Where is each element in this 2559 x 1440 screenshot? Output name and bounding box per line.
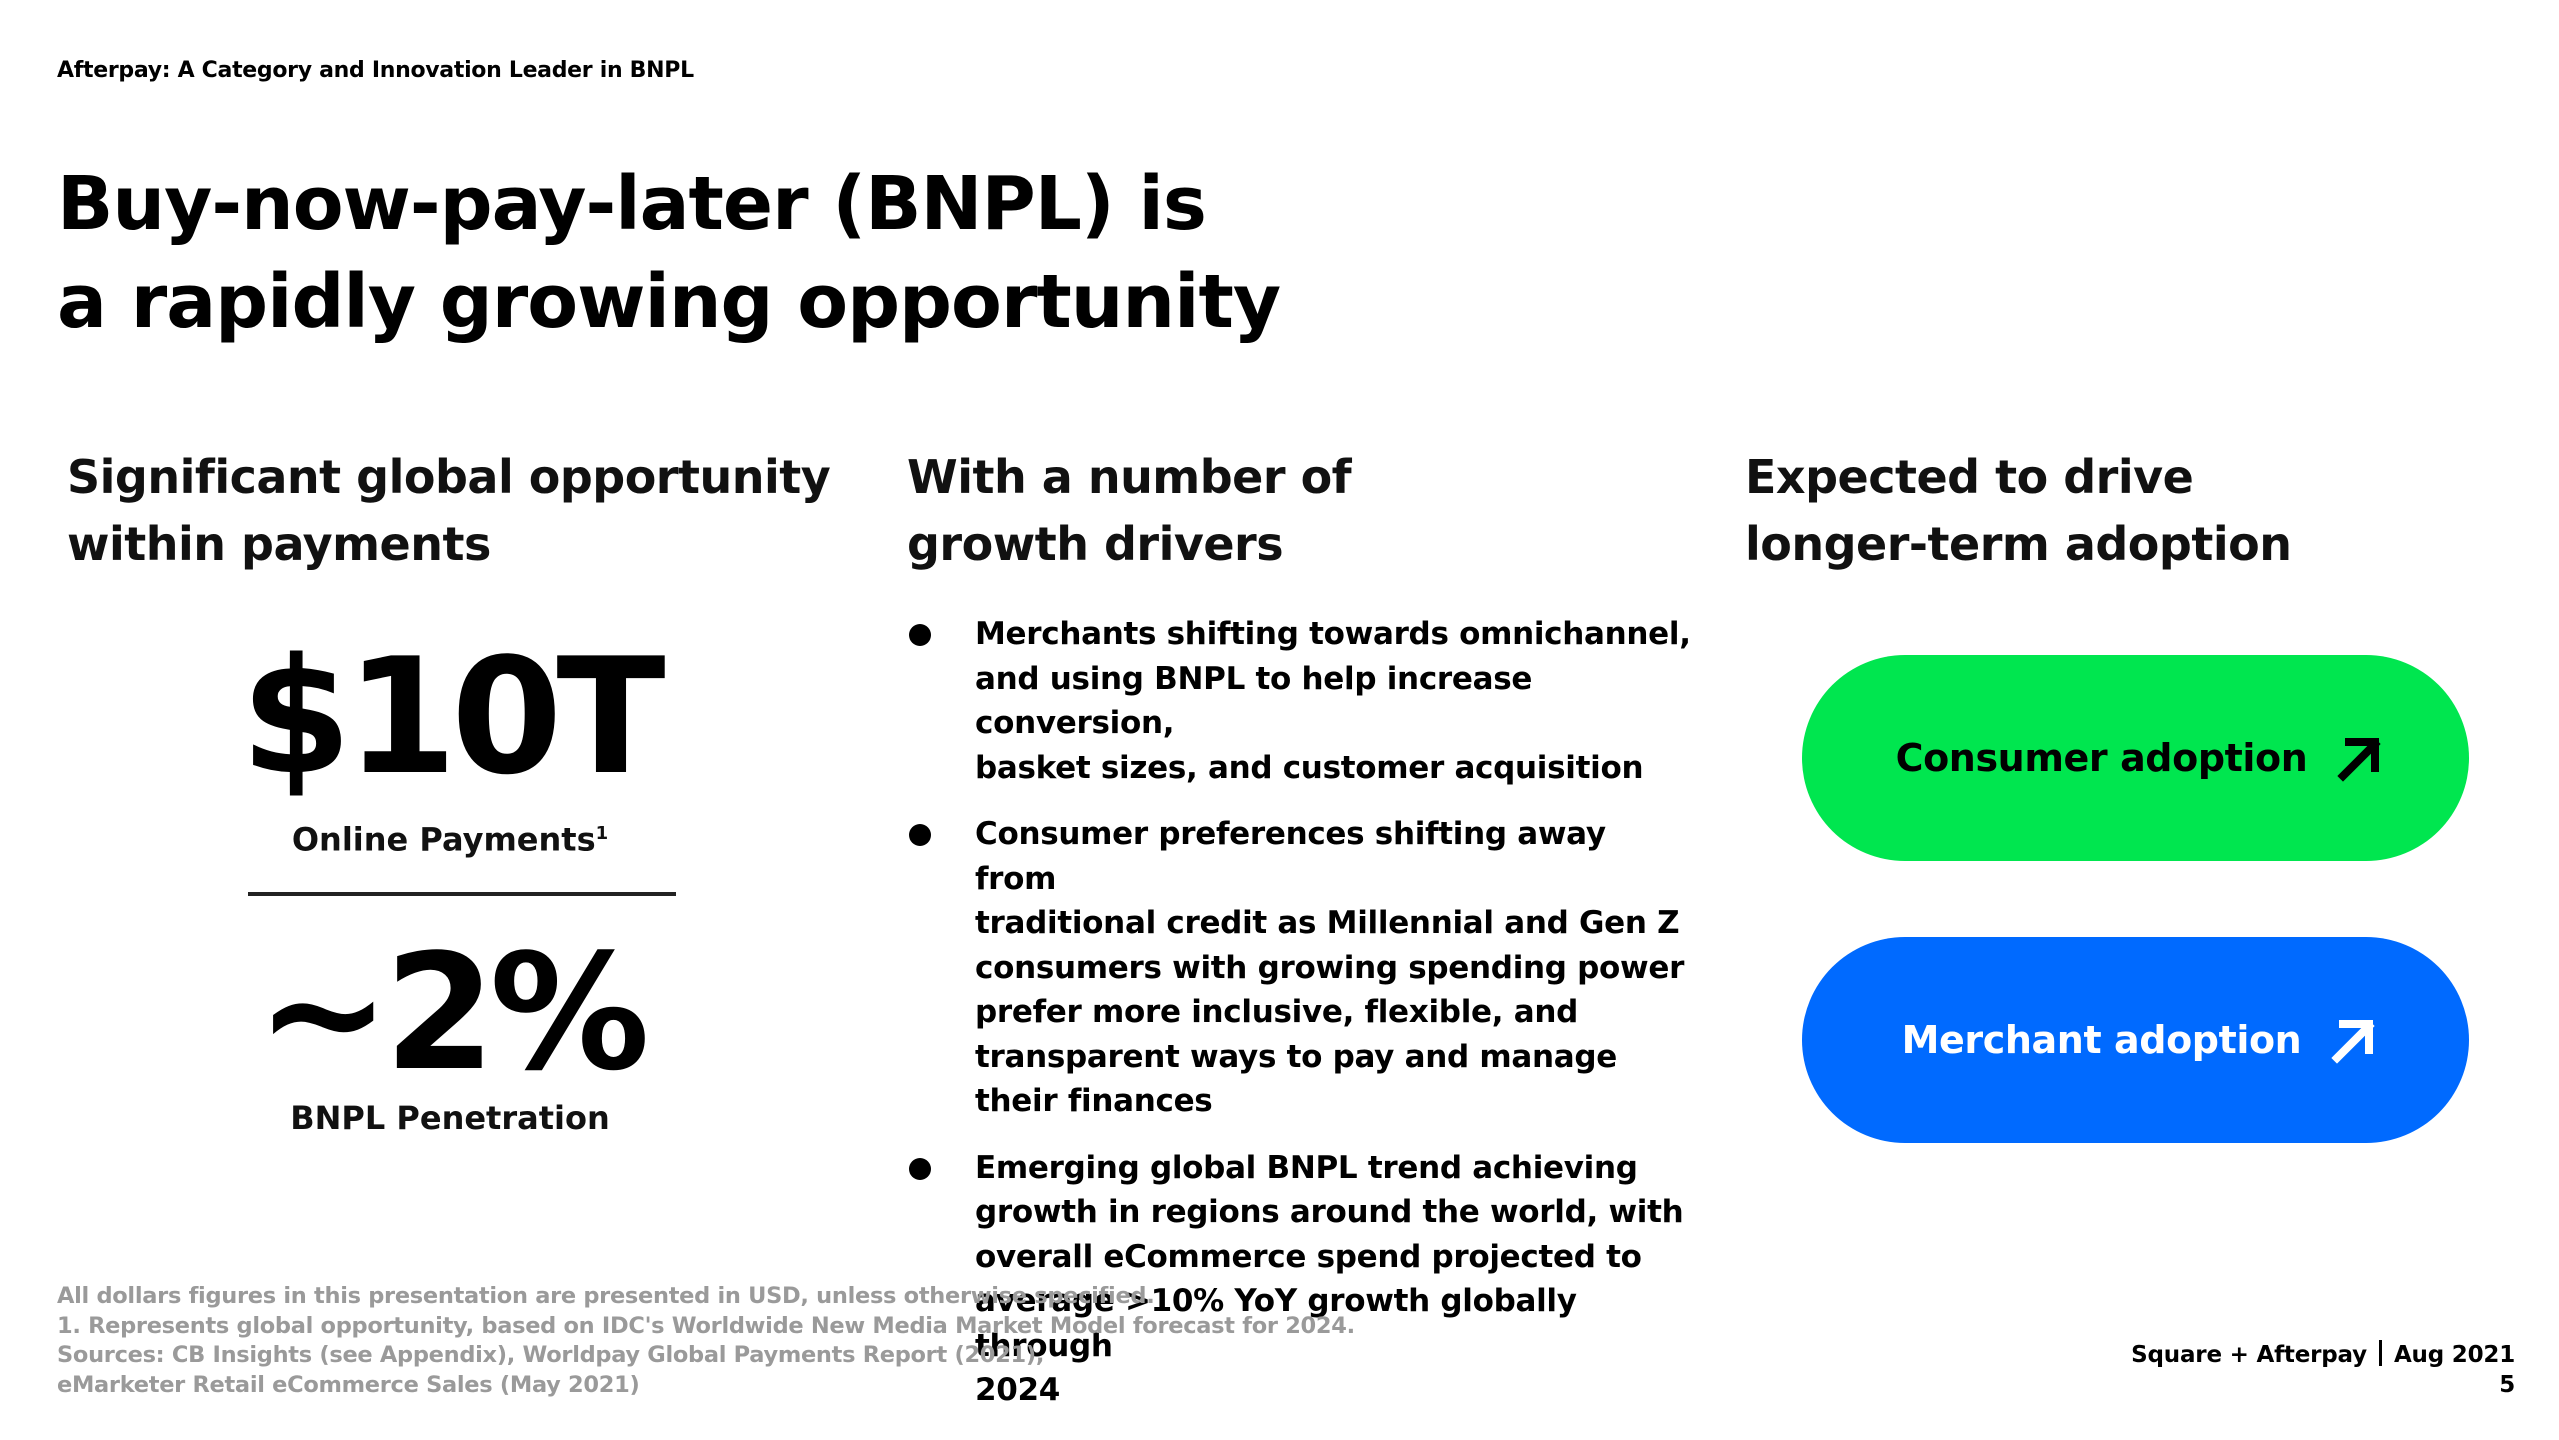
footnote-line: eMarketer Retail eCommerce Sales (May 20…	[57, 1371, 640, 1398]
bullet-line: average >10% YoY growth globally through	[975, 1283, 1577, 1364]
bullet-line: basket sizes, and customer acquisition	[975, 749, 1644, 786]
bullet-dot-icon	[909, 1157, 931, 1180]
stat-divider	[248, 892, 676, 896]
footer-brand-line: Square + Afterpay Aug 2021	[2131, 1340, 2515, 1370]
bullet-line: overall eCommerce spend projected to	[975, 1238, 1642, 1275]
arrow-up-right-icon	[2331, 1020, 2376, 1064]
left-heading-line-1: Significant global opportunity	[67, 450, 831, 504]
footnote-line: All dollars figures in this presentation…	[57, 1283, 1155, 1309]
stat-bnpl-penetration: ~2% BNPL Penetration	[170, 928, 730, 1138]
bullet-dot-icon	[909, 824, 931, 846]
bullet-line: Consumer preferences shifting away from	[975, 816, 1606, 897]
bullet-line: consumers with growing spending power	[975, 949, 1685, 986]
arrow-up-right-icon	[2337, 738, 2382, 782]
merchant-adoption-label: Merchant adoption	[1901, 1018, 2302, 1062]
slide-eyebrow: Afterpay: A Category and Innovation Lead…	[57, 58, 694, 83]
slide-footer: Square + Afterpay Aug 2021 5	[2131, 1340, 2515, 1400]
headline-line-1: Buy-now-pay-later (BNPL) is	[57, 161, 1207, 247]
footnote-line: Sources: CB Insights (see Appendix), Wor…	[57, 1342, 1045, 1368]
footer-separator	[2378, 1340, 2382, 1366]
stat-online-payments-value: $10T	[240, 623, 665, 810]
consumer-adoption-pill: Consumer adoption	[1802, 655, 2469, 861]
right-heading-line-1: Expected to drive	[1745, 450, 2194, 504]
stat-bnpl-penetration-label: BNPL Penetration	[290, 1099, 610, 1137]
stat-online-payments-label-text: Online Payments	[291, 820, 596, 859]
right-heading-line-2: longer-term adoption	[1745, 517, 2292, 571]
bullet-line: prefer more inclusive, flexible, and	[975, 994, 1578, 1030]
list-item: Consumer preferences shifting away from …	[905, 812, 1695, 1124]
bullet-line: Merchants shifting towards omnichannel,	[975, 616, 1691, 652]
list-item: Emerging global BNPL trend achieving gro…	[905, 1146, 1695, 1413]
footnote-line: 1. Represents global opportunity, based …	[57, 1312, 1355, 1339]
bullet-dot-icon	[909, 624, 931, 646]
headline-line-2: a rapidly growing opportunity	[57, 259, 1281, 345]
bullet-line: Emerging global BNPL trend achieving	[975, 1149, 1638, 1186]
left-column-heading: Significant global opportunity within pa…	[67, 444, 831, 578]
stat-bnpl-penetration-value: ~2%	[256, 919, 650, 1106]
bullet-line: traditional credit as Millennial and Gen…	[975, 905, 1680, 941]
stat-online-payments: $10T Online Payments1	[170, 632, 730, 860]
merchant-adoption-pill: Merchant adoption	[1802, 937, 2469, 1143]
consumer-adoption-label: Consumer adoption	[1895, 736, 2308, 780]
footnotes: All dollars figures in this presentation…	[57, 1282, 1355, 1400]
stat-online-payments-label: Online Payments1	[170, 814, 730, 860]
left-heading-line-2: within payments	[67, 517, 491, 571]
middle-heading-line-2: growth drivers	[907, 517, 1284, 571]
slide-headline: Buy-now-pay-later (BNPL) is a rapidly gr…	[57, 155, 1281, 351]
middle-column-heading: With a number of growth drivers	[907, 444, 1352, 578]
footnote-mark: 1	[595, 823, 609, 844]
growth-drivers-list: Merchants shifting towards omnichannel, …	[905, 612, 1695, 1435]
footer-brand: Square + Afterpay	[2131, 1342, 2367, 1368]
bullet-line: 2024	[975, 1372, 1061, 1408]
middle-heading-line-1: With a number of	[907, 450, 1352, 504]
bullet-line: and using BNPL to help increase conversi…	[975, 660, 1533, 742]
list-item: Merchants shifting towards omnichannel, …	[905, 612, 1695, 790]
bullet-line: transparent ways to pay and manage	[975, 1038, 1617, 1075]
page-number: 5	[2499, 1372, 2515, 1398]
footer-date: Aug 2021	[2393, 1342, 2515, 1368]
bullet-line: growth in regions around the world, with	[975, 1194, 1684, 1230]
bullet-line: their finances	[975, 1083, 1213, 1119]
right-column-heading: Expected to drive longer-term adoption	[1745, 444, 2292, 578]
